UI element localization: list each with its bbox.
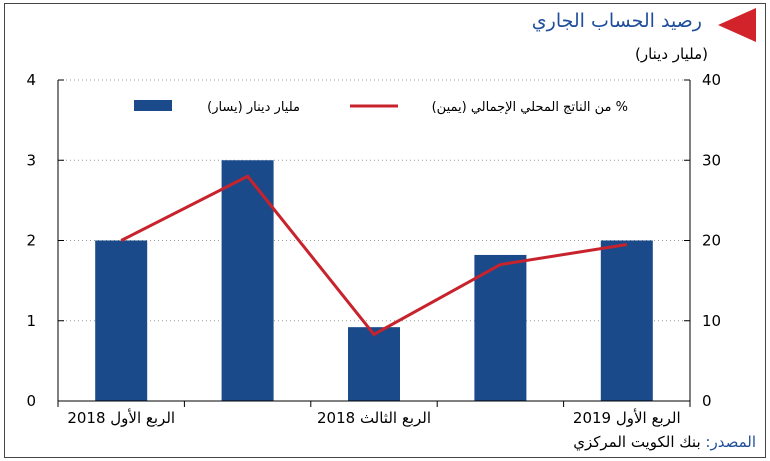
chart-frame [4, 3, 766, 458]
right-tick-label: 10 [702, 312, 721, 330]
bar [348, 327, 400, 401]
category-label: الربع الأول 2019 [573, 408, 681, 427]
left-tick-label: 0 [26, 392, 36, 410]
left-tick-label: 4 [26, 71, 36, 89]
bar [600, 240, 653, 401]
bar [95, 240, 148, 401]
gridlines [58, 79, 690, 322]
line-series [120, 174, 628, 337]
legend-label: مليار دينار (يسار) [207, 100, 300, 115]
bar [474, 254, 527, 401]
legend-swatch-bar [134, 100, 172, 111]
left-tick-label: 1 [26, 312, 36, 330]
bar [221, 160, 274, 401]
right-tick-label: 40 [702, 71, 721, 89]
red-triangle-icon [718, 8, 756, 42]
line-path [120, 174, 628, 337]
source-note: المصدر: بنك الكويت المركزي [573, 433, 756, 451]
legend-label: % من الناتج المحلي الإجمالي (يمين) [432, 100, 628, 115]
category-label: الربع الأول 2018 [67, 408, 175, 427]
category-label: الربع الثالث 2018 [317, 409, 431, 427]
source-label: المصدر: [705, 433, 756, 451]
right-tick-label: 20 [702, 232, 721, 250]
right-tick-label: 0 [702, 392, 712, 410]
bar-series [95, 160, 653, 401]
legend: مليار دينار (يسار) % من الناتج المحلي الإ… [134, 100, 628, 115]
left-tick-label: 3 [26, 151, 36, 169]
chart-title: رصيد الحساب الجاري [531, 10, 702, 32]
unit-label: (مليار دينار) [634, 45, 708, 63]
source-name: بنك الكويت المركزي [573, 433, 701, 451]
left-tick-label: 2 [26, 232, 36, 250]
right-tick-label: 30 [702, 151, 721, 169]
